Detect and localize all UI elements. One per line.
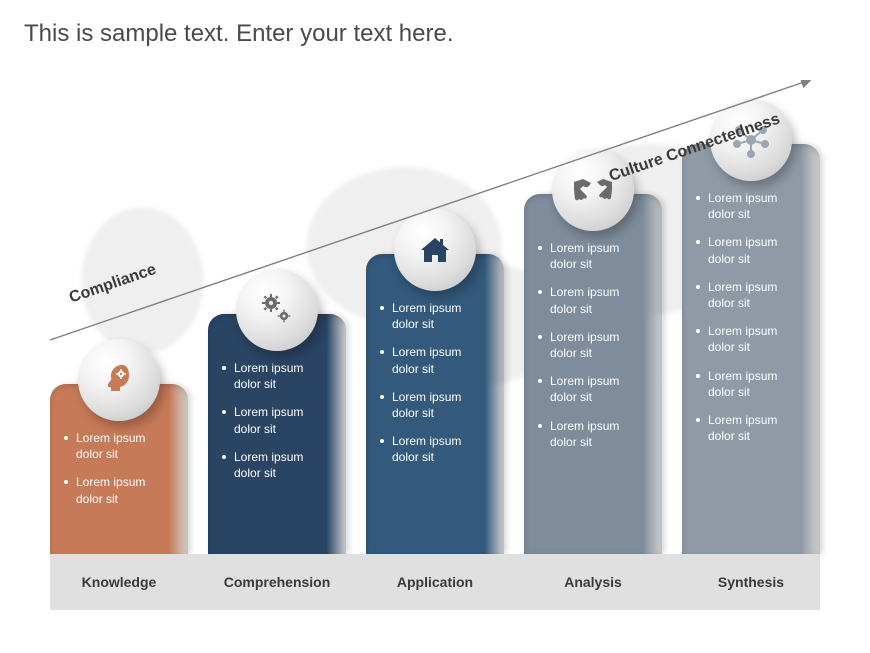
columns-container: Lorem ipsum dolor sit Lorem ipsum dolor s… <box>50 94 820 554</box>
bullet-item: Lorem ipsum dolor sit <box>696 234 806 266</box>
axis-label-comprehension: Comprehension <box>208 554 346 610</box>
bullet-item: Lorem ipsum dolor sit <box>222 449 332 481</box>
axis-label-knowledge: Knowledge <box>50 554 188 610</box>
infographic-stage: This is sample text. Enter your text her… <box>0 0 870 653</box>
page-title: This is sample text. Enter your text her… <box>24 20 454 48</box>
bullet-item: Lorem ipsum dolor sit <box>696 368 806 400</box>
bullet-item: Lorem ipsum dolor sit <box>222 404 332 436</box>
column-synthesis: Lorem ipsum dolor sit Lorem ipsum dolor s… <box>682 144 820 554</box>
axis-label-synthesis: Synthesis <box>682 554 820 610</box>
head-gear-icon <box>78 339 160 421</box>
axis-base: Knowledge Comprehension Application Analysi… <box>50 554 820 610</box>
gears-icon <box>236 269 318 351</box>
bullet-item: Lorem ipsum dolor sit <box>380 344 490 376</box>
bullet-item: Lorem ipsum dolor sit <box>696 412 806 444</box>
bullet-list: Lorem ipsum dolor sit Lorem ipsum dolor s… <box>538 240 648 450</box>
bullet-item: Lorem ipsum dolor sit <box>696 190 806 222</box>
house-icon <box>394 209 476 291</box>
bullet-list: Lorem ipsum dolor sit Lorem ipsum dolor s… <box>64 430 174 507</box>
column-application: Lorem ipsum dolor sit Lorem ipsum dolor s… <box>366 254 504 554</box>
bullet-list: Lorem ipsum dolor sit Lorem ipsum dolor s… <box>380 300 490 466</box>
chart-area: Lorem ipsum dolor sit Lorem ipsum dolor s… <box>50 80 820 610</box>
axis-label-application: Application <box>366 554 504 610</box>
bullet-item: Lorem ipsum dolor sit <box>538 329 648 361</box>
bullet-item: Lorem ipsum dolor sit <box>696 323 806 355</box>
bullet-item: Lorem ipsum dolor sit <box>380 300 490 332</box>
bullet-list: Lorem ipsum dolor sit Lorem ipsum dolor s… <box>696 190 806 444</box>
bullet-item: Lorem ipsum dolor sit <box>538 373 648 405</box>
bullet-item: Lorem ipsum dolor sit <box>380 433 490 465</box>
column-analysis: Lorem ipsum dolor sit Lorem ipsum dolor s… <box>524 194 662 554</box>
bullet-item: Lorem ipsum dolor sit <box>380 389 490 421</box>
bullet-item: Lorem ipsum dolor sit <box>538 240 648 272</box>
bullet-item: Lorem ipsum dolor sit <box>222 360 332 392</box>
bullet-item: Lorem ipsum dolor sit <box>64 430 174 462</box>
axis-label-analysis: Analysis <box>524 554 662 610</box>
bullet-item: Lorem ipsum dolor sit <box>538 418 648 450</box>
bullet-item: Lorem ipsum dolor sit <box>64 474 174 506</box>
bullet-list: Lorem ipsum dolor sit Lorem ipsum dolor s… <box>222 360 332 481</box>
bullet-item: Lorem ipsum dolor sit <box>538 284 648 316</box>
handshake-icon <box>552 149 634 231</box>
bullet-item: Lorem ipsum dolor sit <box>696 279 806 311</box>
